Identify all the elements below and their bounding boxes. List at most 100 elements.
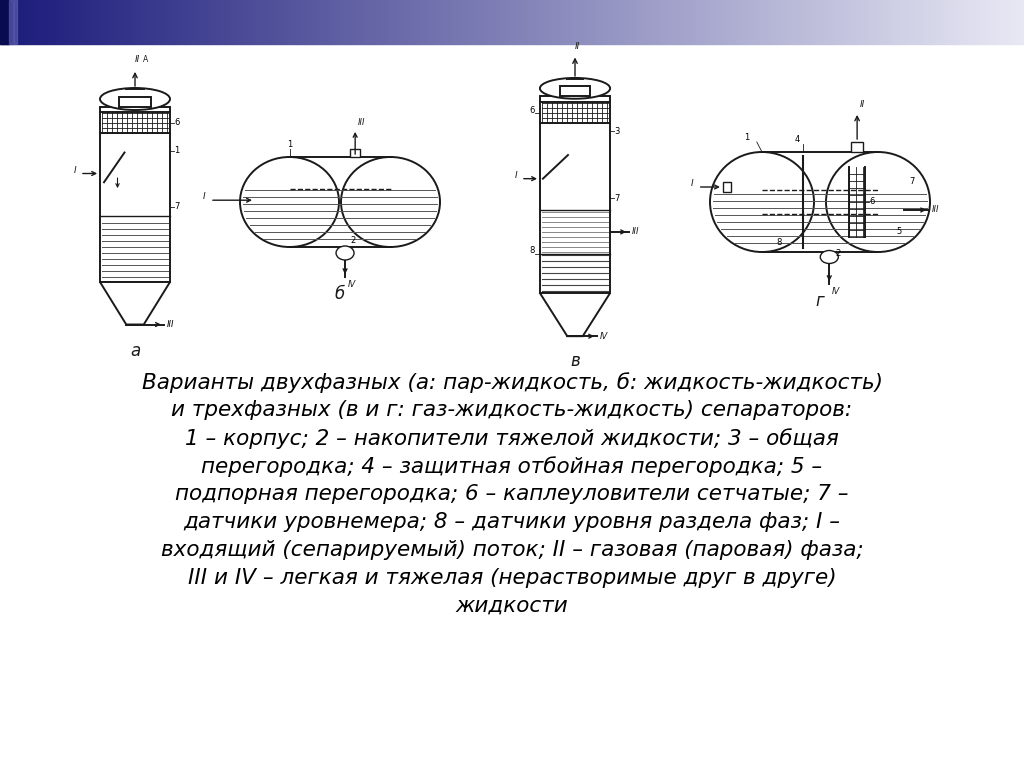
Bar (174, 0, 177, 44)
Bar (24, 0, 28, 44)
Bar (382, 0, 386, 44)
Text: А: А (143, 55, 148, 64)
Bar (130, 0, 133, 44)
Bar (851, 142, 863, 152)
Bar (919, 0, 922, 44)
Bar (720, 0, 724, 44)
Text: г: г (816, 292, 824, 310)
Bar (492, 0, 495, 44)
Bar (151, 0, 154, 44)
Bar (536, 0, 540, 44)
Bar (966, 0, 970, 44)
Bar (495, 0, 499, 44)
Bar (154, 0, 157, 44)
Bar (307, 0, 310, 44)
Bar (184, 0, 187, 44)
Bar (335, 0, 338, 44)
Text: I: I (691, 179, 694, 187)
Bar (249, 0, 253, 44)
Text: III: III (358, 118, 366, 127)
Bar (116, 0, 120, 44)
Bar (3, 0, 7, 44)
Bar (202, 0, 205, 44)
Bar (584, 0, 587, 44)
Bar (167, 0, 171, 44)
Bar (187, 0, 191, 44)
Bar (218, 0, 222, 44)
Bar (597, 0, 601, 44)
Bar (799, 0, 802, 44)
Bar (392, 0, 396, 44)
Bar (850, 0, 853, 44)
Bar (642, 0, 645, 44)
Bar (423, 0, 427, 44)
Bar (126, 0, 130, 44)
Ellipse shape (710, 152, 814, 252)
Bar (819, 0, 822, 44)
Bar (683, 0, 686, 44)
Text: 1: 1 (174, 146, 179, 155)
Bar (100, 107, 170, 282)
Bar (92, 0, 95, 44)
Bar (553, 0, 556, 44)
Bar (120, 0, 123, 44)
Bar (540, 0, 543, 44)
Bar (857, 0, 860, 44)
Bar (929, 0, 932, 44)
Bar (140, 0, 143, 44)
Bar (942, 0, 945, 44)
Text: IV: IV (600, 331, 608, 341)
Bar (959, 0, 963, 44)
Bar (13, 0, 17, 44)
Ellipse shape (826, 152, 930, 252)
Bar (737, 0, 740, 44)
Bar (355, 0, 358, 44)
Text: 7: 7 (909, 177, 914, 186)
Bar (484, 0, 488, 44)
Bar (171, 0, 174, 44)
Text: датчики уровнемера; 8 – датчики уровня раздела фаз; I –: датчики уровнемера; 8 – датчики уровня р… (183, 512, 841, 532)
Bar (458, 0, 461, 44)
Bar (143, 0, 146, 44)
Bar (525, 0, 529, 44)
Bar (95, 0, 99, 44)
Bar (591, 0, 594, 44)
Bar (102, 0, 105, 44)
Bar (386, 0, 389, 44)
Bar (758, 0, 761, 44)
Bar (20, 0, 24, 44)
Ellipse shape (341, 157, 440, 247)
Bar (744, 0, 748, 44)
Bar (266, 0, 269, 44)
Bar (679, 0, 683, 44)
Bar (369, 0, 372, 44)
Text: подпорная перегородка; 6 – каплеуловители сетчатые; 7 –: подпорная перегородка; 6 – каплеуловител… (175, 484, 849, 504)
Bar (734, 0, 737, 44)
Bar (625, 0, 628, 44)
Text: входящий (сепарируемый) поток; II – газовая (паровая) фаза;: входящий (сепарируемый) поток; II – газо… (161, 540, 863, 560)
Text: 6: 6 (529, 106, 535, 115)
Bar (41, 0, 44, 44)
Bar (727, 0, 730, 44)
Bar (990, 0, 993, 44)
Bar (622, 0, 625, 44)
Text: III: III (932, 206, 939, 215)
Bar (529, 0, 532, 44)
Bar (532, 0, 536, 44)
Bar (366, 0, 369, 44)
Bar (881, 0, 884, 44)
Ellipse shape (336, 246, 354, 260)
Bar (48, 0, 51, 44)
Text: и трехфазных (в и г: газ-жидкость-жидкость) сепараторов:: и трехфазных (в и г: газ-жидкость-жидкос… (171, 400, 853, 420)
Bar (136, 0, 140, 44)
Bar (556, 0, 560, 44)
Bar (407, 0, 410, 44)
Bar (317, 0, 321, 44)
Bar (38, 0, 41, 44)
Bar (51, 0, 54, 44)
Bar (72, 0, 75, 44)
Text: 8: 8 (777, 238, 782, 247)
Bar (696, 0, 699, 44)
Bar (502, 0, 505, 44)
Bar (297, 0, 300, 44)
